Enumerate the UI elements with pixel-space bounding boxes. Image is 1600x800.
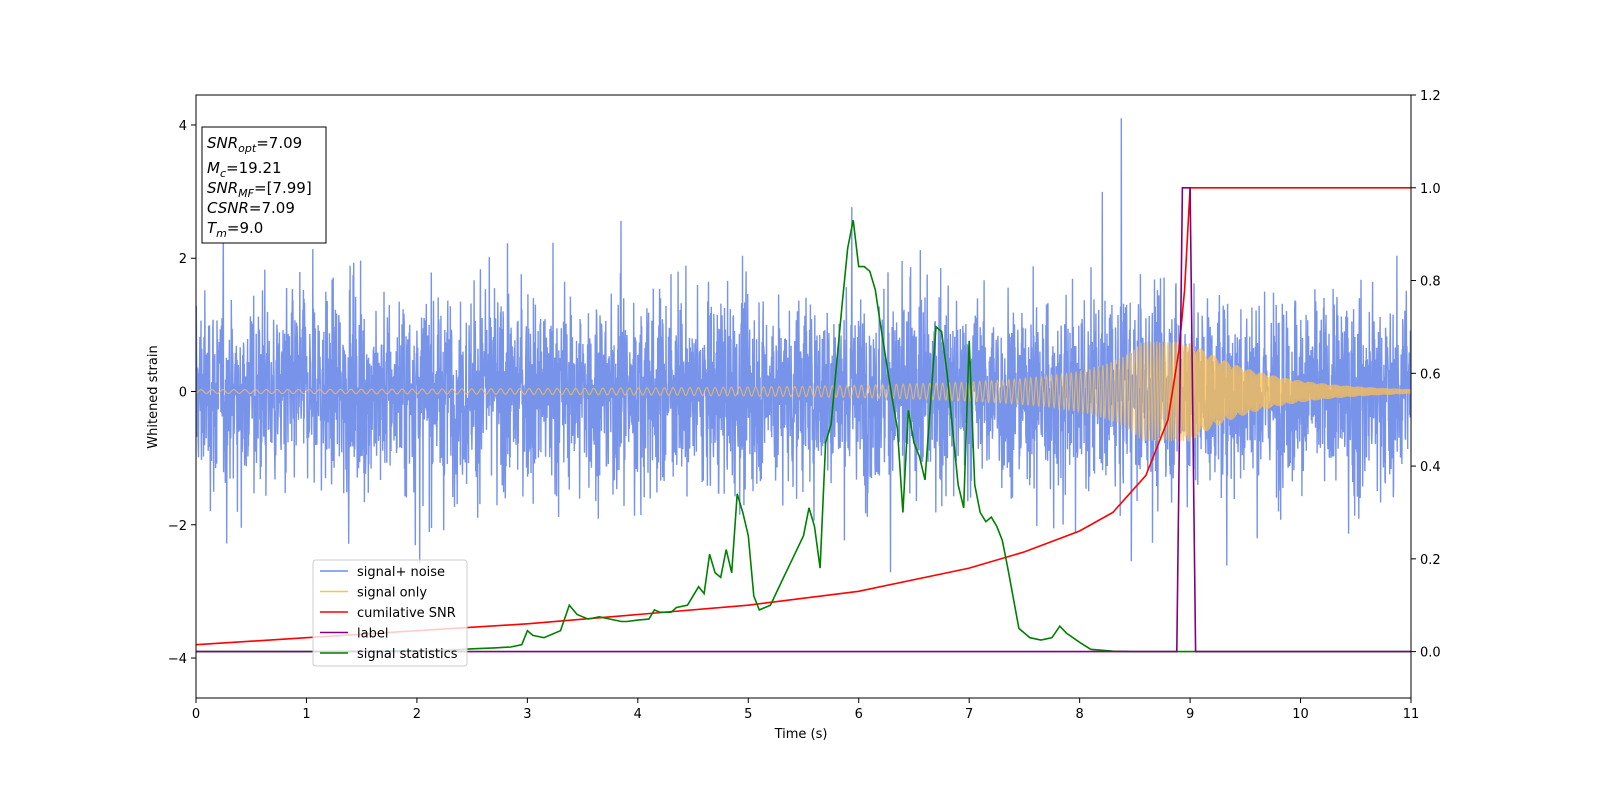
annotation-line: SNRopt=7.09 <box>207 134 302 155</box>
y-right-tick-label: 0.2 <box>1420 553 1441 568</box>
legend: signal+ noise signal only cumilative SNR la… <box>312 559 468 667</box>
axes-ticks: 0 1 2 3 4 5 6 7 8 9 10 11 −4 −2 0 2 4 0.0 0.2 0.4 0.6 0.8 1.0 1… <box>168 89 1441 722</box>
x-tick-label: 4 <box>634 707 642 722</box>
signal-only-line <box>196 341 1411 442</box>
y-right-tick-label: 0.8 <box>1420 275 1441 290</box>
annotation-line: CSNR=7.09 <box>207 199 295 217</box>
plot-frame <box>195 94 1412 699</box>
y-axis-label: Whitened strain <box>146 345 161 448</box>
line-series-group <box>196 187 1411 653</box>
legend-label: signal+ noise <box>357 565 445 580</box>
y-right-tick-label: 0.0 <box>1420 646 1441 661</box>
x-tick-label: 7 <box>965 707 973 722</box>
x-tick-label: 0 <box>192 707 200 722</box>
legend-label: signal statistics <box>357 647 458 662</box>
y-left-tick-label: 2 <box>179 252 187 267</box>
x-tick-label: 2 <box>413 707 421 722</box>
legend-frame <box>312 559 468 667</box>
x-tick-label: 8 <box>1075 707 1083 722</box>
x-axis-label: Time (s) <box>774 727 828 742</box>
x-tick-label: 9 <box>1186 707 1194 722</box>
signal-only-series <box>196 341 1411 442</box>
y-left-tick-label: 4 <box>179 119 187 134</box>
legend-label: signal only <box>357 586 427 601</box>
y-right-tick-label: 1.2 <box>1420 89 1441 104</box>
x-tick-label: 10 <box>1292 707 1309 722</box>
x-tick-label: 6 <box>855 707 863 722</box>
x-tick-label: 1 <box>302 707 310 722</box>
y-left-tick-label: −4 <box>168 652 187 667</box>
y-right-tick-label: 0.6 <box>1420 367 1441 382</box>
y-right-tick-label: 1.0 <box>1420 182 1441 197</box>
legend-label: cumilative SNR <box>357 606 456 621</box>
y-left-tick-label: −2 <box>168 519 187 534</box>
x-tick-label: 3 <box>523 707 531 722</box>
annotation-line: SNRMF=[7.99] <box>207 179 312 200</box>
annotation-line: Tm=9.0 <box>207 219 263 240</box>
annotation-box-frame <box>201 126 327 244</box>
x-tick-label: 5 <box>744 707 752 722</box>
annotation-box: SNRopt=7.09 Mc=19.21SNRMF=[7.99]CSNR=7.09… <box>201 126 327 244</box>
legend-label: label <box>357 627 388 642</box>
signal-noise-line <box>196 118 1411 573</box>
annotation-line: Mc=19.21 <box>207 159 282 180</box>
signal-statistics-line <box>196 220 1411 653</box>
x-tick-label: 11 <box>1403 707 1420 722</box>
signal-noise-series <box>196 118 1411 573</box>
y-left-tick-label: 0 <box>179 386 187 401</box>
label-line <box>196 187 1411 653</box>
y-right-tick-label: 0.4 <box>1420 460 1441 475</box>
